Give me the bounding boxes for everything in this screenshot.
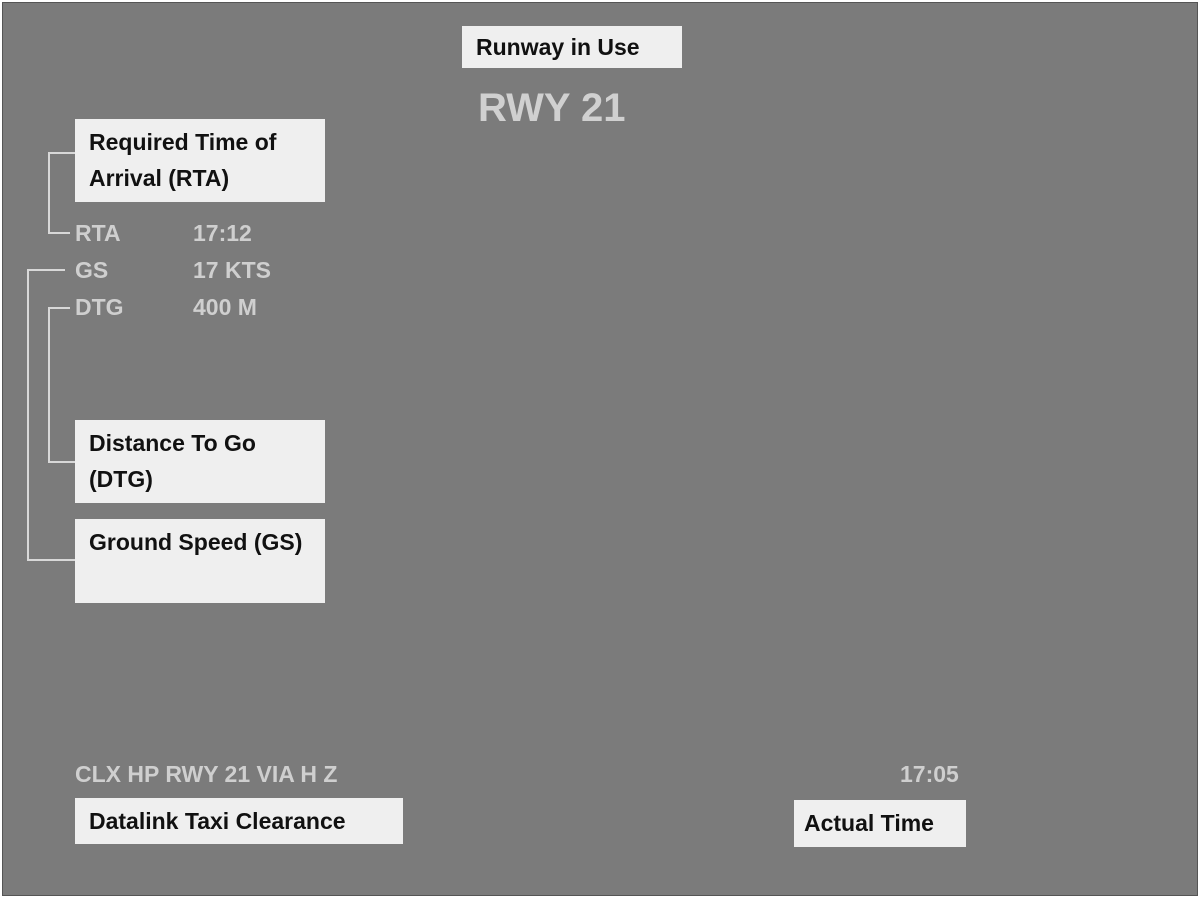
rta-connector [48, 152, 75, 154]
dtg-label: DTG [75, 294, 124, 320]
actual-time-value: 17:05 [900, 761, 959, 787]
actual-time-annotation: Actual Time [794, 800, 966, 847]
rta-label: RTA [75, 220, 121, 246]
dtg-connector [48, 461, 75, 463]
dtg-connector [48, 307, 50, 463]
rta-annotation: Required Time of Arrival (RTA) [75, 119, 325, 202]
runway-in-use-label: Runway in Use [462, 26, 682, 68]
rta-connector [48, 232, 70, 234]
gs-value: 17 KTS [193, 257, 271, 283]
clearance-text: CLX HP RWY 21 VIA H Z [75, 761, 338, 787]
gs-label: GS [75, 257, 109, 283]
rta-value: 17:12 [193, 220, 252, 246]
gs-connector [27, 269, 65, 271]
gs-connector [27, 559, 75, 561]
rta-connector [48, 152, 50, 234]
dtg-connector [48, 307, 70, 309]
gs-connector [27, 269, 29, 561]
dtg-value: 400 M [193, 294, 257, 320]
datalink-annotation: Datalink Taxi Clearance [75, 798, 403, 844]
gs-annotation: Ground Speed (GS) [75, 519, 325, 603]
runway-value: RWY 21 [478, 86, 626, 130]
dtg-annotation: Distance To Go (DTG) [75, 420, 325, 503]
